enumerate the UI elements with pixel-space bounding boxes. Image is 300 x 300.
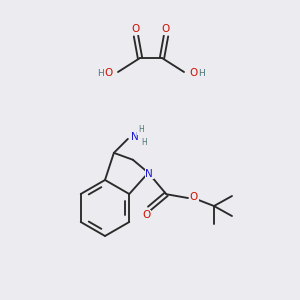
Text: O: O xyxy=(142,210,151,220)
Text: H: H xyxy=(198,68,205,77)
Text: O: O xyxy=(189,68,197,78)
Text: H: H xyxy=(141,138,147,147)
Text: H: H xyxy=(138,125,144,134)
Text: O: O xyxy=(162,24,170,34)
Text: O: O xyxy=(105,68,113,78)
Text: N: N xyxy=(131,132,139,142)
Text: O: O xyxy=(190,192,198,202)
Text: N: N xyxy=(146,169,153,179)
Text: O: O xyxy=(132,24,140,34)
Text: H: H xyxy=(97,68,104,77)
